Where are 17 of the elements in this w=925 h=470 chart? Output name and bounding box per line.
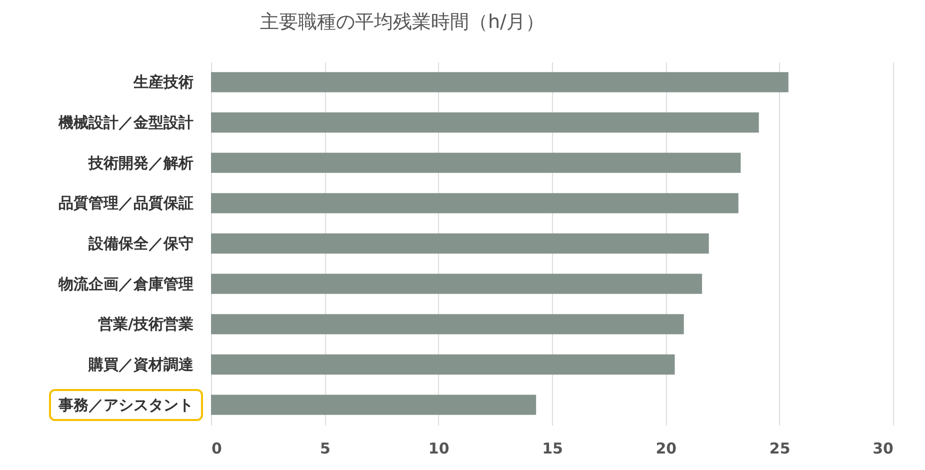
y-tick-label: 技術開発／解析 <box>88 154 194 172</box>
y-tick-label: 営業/技術営業 <box>98 315 194 334</box>
y-tick-label: 事務／アシスタント <box>58 396 194 414</box>
y-tick-label: 機械設計／金型設計 <box>58 114 194 132</box>
y-tick-label: 品質管理／品質保証 <box>58 194 194 212</box>
chart-title: 主要職種の平均残業時間（h/月） <box>260 11 544 33</box>
y-tick-label: 購買／資材調達 <box>88 356 194 374</box>
y-tick-label: 物流企画／倉庫管理 <box>58 274 194 293</box>
x-tick-label: 0 <box>212 440 222 458</box>
x-tick-label: 25 <box>769 440 790 458</box>
x-tick-label: 15 <box>542 440 563 458</box>
x-tick-label: 5 <box>320 440 330 458</box>
x-tick-label: 10 <box>428 440 450 458</box>
y-tick-label: 生産技術 <box>132 73 194 92</box>
x-tick-label: 20 <box>656 440 677 458</box>
x-tick-label: 30 <box>872 440 894 458</box>
y-tick-label: 設備保全／保守 <box>88 234 194 252</box>
